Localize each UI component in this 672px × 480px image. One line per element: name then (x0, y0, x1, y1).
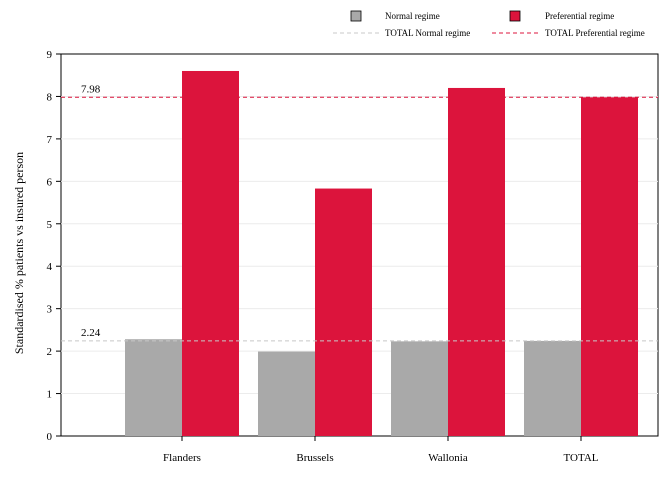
y-tick-label: 1 (47, 389, 53, 401)
reference-line-label: 7.98 (81, 83, 101, 95)
y-tick-label: 2 (47, 346, 53, 358)
legend-swatch-normal (350, 10, 362, 22)
bar (258, 351, 315, 436)
x-tick-label: Wallonia (428, 452, 468, 464)
legend-swatch-preferential (509, 10, 521, 22)
y-tick-label: 9 (47, 49, 53, 61)
x-tick-label: TOTAL (564, 452, 599, 464)
legend-label-preferential: Preferential regime (545, 11, 614, 21)
y-tick-label: 6 (47, 176, 53, 188)
y-tick-label: 7 (47, 134, 53, 146)
bar (315, 188, 372, 436)
legend: Normal regime Preferential regime TOTAL … (333, 10, 645, 38)
y-axis-label: Standardised % patients vs insured perso… (12, 152, 26, 354)
y-tick-label: 5 (47, 219, 53, 231)
bar (125, 339, 182, 436)
bar (581, 97, 638, 436)
x-tick-label: Brussels (296, 452, 333, 464)
legend-label-normal: Normal regime (385, 11, 440, 21)
reference-line-label: 2.24 (81, 327, 101, 339)
bar (391, 341, 448, 436)
y-tick-label: 8 (47, 91, 53, 103)
x-tick-label: Flanders (163, 452, 201, 464)
y-tick-label: 0 (47, 431, 53, 443)
bar (182, 70, 239, 436)
bar (524, 340, 581, 436)
legend-label-total-normal: TOTAL Normal regime (385, 28, 470, 38)
legend-label-total-preferential: TOTAL Preferential regime (545, 28, 645, 38)
y-tick-label: 3 (47, 304, 53, 316)
y-tick-label: 4 (47, 261, 53, 273)
bar (448, 87, 505, 436)
plot-area: 0 1 2 3 4 5 6 7 8 9 Flanders Brussels Wallonia TOTAL 2… (47, 49, 659, 464)
